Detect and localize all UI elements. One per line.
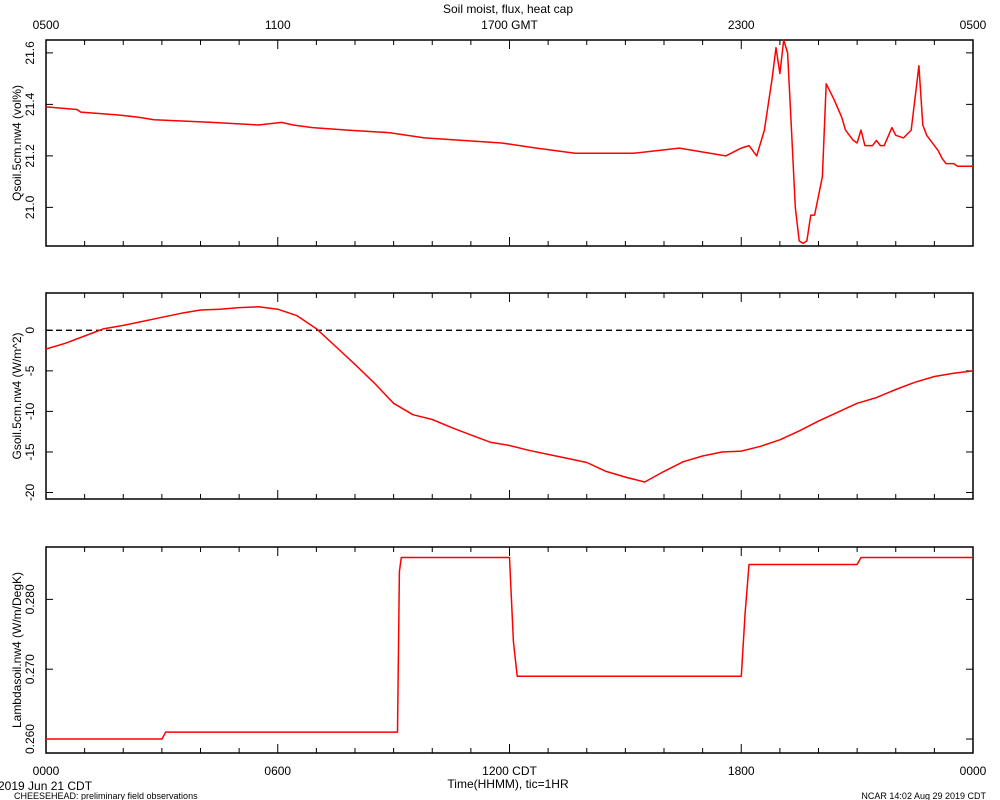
top-time-label: 0500: [960, 18, 987, 32]
series-line: [45, 39, 973, 245]
y-tick-label: 0.270: [23, 654, 37, 684]
date-label: 2019 Jun 21 CDT: [0, 779, 93, 793]
plot-frame: [45, 546, 974, 754]
top-time-label: 2300: [728, 18, 755, 32]
bottom-time-label: 1200 CDT: [482, 764, 537, 778]
footer-right-note: NCAR 14:02 Aug 29 2019 CDT: [861, 791, 986, 800]
plot-frame: [45, 292, 974, 500]
y-tick-label: 21.6: [23, 41, 37, 65]
bottom-time-label: 0600: [264, 764, 291, 778]
top-time-label: 1100: [265, 18, 291, 32]
y-tick-label: -20: [23, 484, 37, 502]
y-tick-label: -15: [23, 443, 37, 461]
y-tick-label: 21.0: [23, 195, 37, 219]
chart-title: Soil moist, flux, heat cap: [443, 2, 573, 16]
top-time-label: 1700 GMT: [481, 18, 538, 32]
bottom-time-label: 0000: [960, 764, 987, 778]
top-time-label: 0500: [33, 18, 60, 32]
bottom-time-label: 1800: [728, 764, 755, 778]
bottom-time-label: 0000: [33, 764, 60, 778]
y-tick-label: -5: [23, 365, 37, 376]
y-tick-label: 21.2: [23, 144, 37, 168]
x-axis-title: Time(HHMM), tic=1HR: [447, 777, 569, 791]
y-axis-label: Gsoil.5cm.nw4 (W/m^2): [10, 333, 24, 460]
y-axis-label: Qsoil.5cm.nw4 (vol%): [10, 85, 24, 201]
panel-1: 21.0 21.2 21.4 21.6 Qsoil.5cm.nw4 (vol%) 0500…: [10, 18, 987, 247]
y-tick-label: 0.280: [23, 584, 37, 614]
series-line: [45, 306, 974, 483]
footer-left-note: CHEESEHEAD: preliminary field observatio…: [14, 791, 198, 800]
plot-frame: [45, 39, 974, 247]
y-tick-label: 0.260: [23, 724, 37, 754]
y-tick-label: -10: [23, 402, 37, 420]
y-tick-label: 0: [23, 327, 37, 334]
chart-panels: 21.0 21.2 21.4 21.6 Qsoil.5cm.nw4 (vol%) 0500…: [10, 18, 987, 778]
series-line: [46, 556, 973, 740]
y-tick-label: 21.4: [23, 92, 37, 116]
y-axis-label: Lambdasoil.nw4 (W/m/DegK): [10, 572, 24, 728]
